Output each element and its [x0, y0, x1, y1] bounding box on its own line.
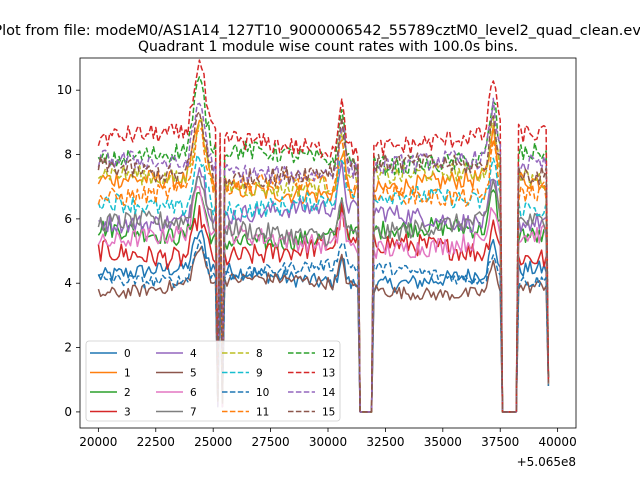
x-tick-label: 40000 — [539, 435, 577, 449]
y-tick-label: 10 — [57, 83, 72, 97]
legend-label-9: 9 — [256, 368, 263, 380]
x-tick-label: 35000 — [424, 435, 462, 449]
series-line-7 — [97, 175, 550, 413]
series-line-4 — [98, 160, 550, 413]
series-line-0 — [97, 229, 550, 413]
legend-label-0: 0 — [124, 348, 131, 360]
legend-label-7: 7 — [190, 407, 197, 419]
x-tick-label: 22500 — [137, 435, 175, 449]
legend-label-6: 6 — [190, 387, 197, 399]
series-line-8 — [97, 117, 550, 413]
x-tick-label: 25000 — [194, 435, 232, 449]
legend-label-11: 11 — [256, 407, 269, 419]
legend-label-14: 14 — [322, 387, 336, 399]
series-line-1 — [97, 119, 550, 413]
y-axis: 0 2 4 6 8 10 — [57, 83, 80, 419]
y-tick-label: 6 — [64, 212, 72, 226]
chart-title: Quadrant 1 module wise count rates with … — [138, 39, 518, 55]
y-tick-label: 2 — [64, 341, 72, 355]
series-line-11 — [97, 127, 550, 413]
legend-label-13: 13 — [322, 368, 335, 380]
legend-label-10: 10 — [256, 387, 269, 399]
x-tick-label: 32500 — [366, 435, 404, 449]
series-line-10 — [97, 239, 550, 413]
legend-label-2: 2 — [124, 387, 131, 399]
series-line-9 — [97, 154, 550, 413]
y-tick-label: 0 — [64, 405, 72, 419]
series-group — [97, 59, 550, 413]
legend-label-1: 1 — [124, 368, 131, 380]
legend-label-12: 12 — [322, 348, 335, 360]
x-tick-label: 27500 — [251, 435, 289, 449]
legend-label-8: 8 — [256, 348, 263, 360]
y-tick-label: 4 — [64, 276, 72, 290]
x-tick-label: 30000 — [309, 435, 347, 449]
x-offset-label: +5.065e8 — [517, 455, 576, 469]
legend-label-15: 15 — [322, 407, 335, 419]
series-line-13 — [97, 59, 550, 413]
legend-label-3: 3 — [124, 407, 131, 419]
figure-suptitle: Plot from file: modeM0/AS1A14_127T10_900… — [0, 23, 640, 39]
series-line-15 — [97, 111, 550, 413]
legend-box — [85, 340, 341, 422]
x-tick-label: 20000 — [79, 435, 117, 449]
y-tick-label: 8 — [64, 148, 72, 162]
legend-label-4: 4 — [190, 348, 197, 360]
legend-label-5: 5 — [190, 368, 197, 380]
x-axis: 20000 22500 25000 27500 30000 32500 35000 37500… — [79, 428, 577, 449]
x-tick-label: 37500 — [481, 435, 519, 449]
